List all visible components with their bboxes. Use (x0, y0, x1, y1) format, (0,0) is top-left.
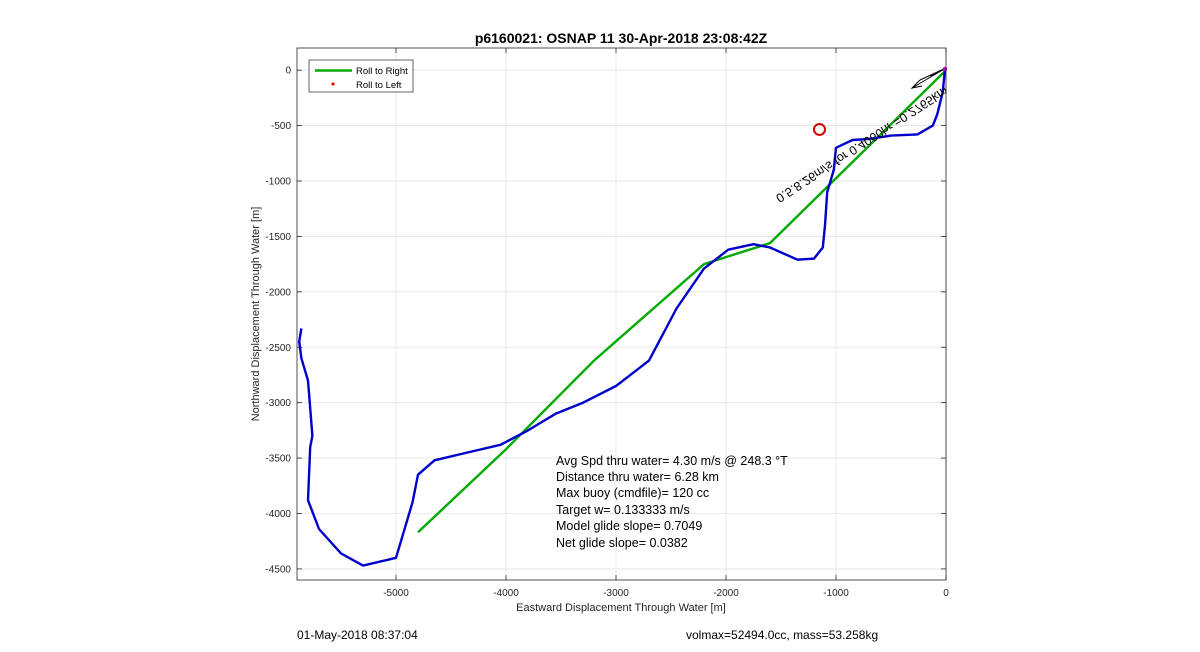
grid (297, 48, 947, 580)
stat-target-w: Target w= 0.133333 m/s (556, 503, 690, 517)
footer-mass: volmax=52494.0cc, mass=53.258kg (686, 628, 878, 642)
arrow-head (910, 79, 923, 89)
y-tick-label: -500 (271, 121, 291, 132)
legend-label-roll-left: Roll to Left (356, 80, 402, 91)
stat-avg-speed: Avg Spd thru water= 4.30 m/s @ 248.3 °T (556, 454, 788, 468)
stat-model-glide: Model glide slope= 0.7049 (556, 519, 702, 533)
x-axis-label: Eastward Displacement Through Water [m] (516, 602, 726, 614)
stat-net-glide: Net glide slope= 0.0382 (556, 536, 688, 550)
y-tick-label: 0 (285, 66, 291, 77)
x-tick-label: -2000 (713, 588, 739, 599)
y-tick-label: -2000 (265, 287, 291, 298)
stat-distance: Distance thru water= 6.28 km (556, 470, 719, 484)
stat-max-buoy: Max buoy (cmdfile)= 120 cc (556, 486, 709, 500)
legend-box (308, 59, 414, 93)
x-tick-label: -1000 (823, 588, 849, 599)
origin-marker (942, 66, 948, 72)
series-roll-right-line (417, 69, 947, 534)
y-axis-label: Northward Displacement Through Water [m] (250, 207, 262, 422)
x-tick-label: -4000 (493, 588, 519, 599)
chart-title: p6160021: OSNAP 11 30-Apr-2018 23:08:42Z (475, 30, 768, 46)
y-tick-label: -3500 (265, 454, 291, 465)
target-marker (813, 122, 826, 136)
y-axis: 0 -500 -1000 -1500 -2000 -2500 -3000 -3500 -4000… (265, 66, 946, 575)
y-tick-label: -3000 (265, 398, 291, 409)
plot-area (297, 48, 946, 580)
stats-block: Avg Spd thru water= 4.30 m/s @ 248.3 °T … (556, 454, 788, 550)
legend-label-roll-right: Roll to Right (356, 66, 408, 77)
current-arrow (910, 67, 947, 89)
y-tick-label: -1500 (265, 232, 291, 243)
y-tick-label: -2500 (265, 343, 291, 354)
axes-frame (296, 47, 947, 581)
x-axis: -5000 -4000 -3000 -2000 -1000 0 (383, 48, 949, 599)
x-tick-label: 0 (943, 588, 949, 599)
y-tick-label: -1000 (265, 177, 291, 188)
x-tick-label: -3000 (603, 588, 629, 599)
series-layer (298, 69, 947, 567)
footer-timestamp: 01-May-2018 08:37:04 (297, 628, 418, 642)
legend: Roll to Right Roll to Left (308, 59, 414, 93)
series-track-line (298, 70, 947, 567)
y-tick-label: -4500 (265, 564, 291, 575)
x-tick-label: -5000 (383, 588, 409, 599)
y-tick-label: -4000 (265, 509, 291, 520)
legend-swatch-roll-left (331, 82, 335, 86)
